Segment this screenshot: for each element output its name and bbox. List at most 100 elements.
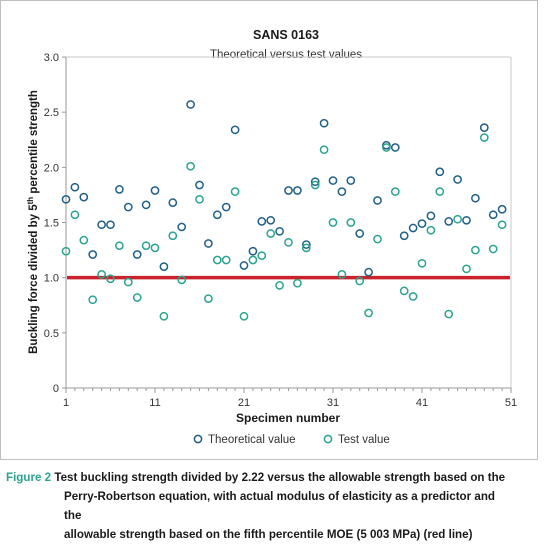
- theoretical-point: [471, 193, 480, 203]
- theoretical-point: [221, 202, 231, 212]
- theoretical-point: [310, 177, 320, 187]
- theoretical-point: [479, 123, 489, 132]
- y-tick-label: 0: [53, 383, 59, 395]
- theoretical-point: [248, 246, 258, 256]
- test-point: [275, 281, 284, 290]
- theoretical-point: [79, 192, 89, 202]
- theoretical-point: [275, 226, 284, 236]
- theoretical-point: [204, 239, 213, 248]
- theoretical-point: [106, 220, 115, 230]
- y-axis-label-main: Buckling force divided by 5: [28, 204, 40, 354]
- test-point: [195, 194, 204, 204]
- test-point: [186, 161, 195, 171]
- y-axis-label-superscript: th: [26, 197, 35, 205]
- theoretical-point: [141, 200, 151, 210]
- caption-line-2: Perry-Robertson equation, with actual mo…: [64, 490, 495, 522]
- test-point: [399, 286, 409, 296]
- test-point: [453, 214, 462, 224]
- theoretical-point: [168, 198, 178, 207]
- test-point: [239, 311, 249, 321]
- theoretical-point: [115, 185, 124, 194]
- theoretical-point: [346, 176, 356, 185]
- test-point: [70, 210, 80, 220]
- test-point: [123, 277, 133, 287]
- theoretical-point: [301, 240, 311, 249]
- test-point: [79, 235, 89, 245]
- theoretical-point: [177, 222, 187, 232]
- chart-title: SANS 0163: [253, 28, 319, 42]
- test-point: [417, 258, 427, 268]
- theoretical-point: [293, 186, 302, 195]
- theoretical-point: [337, 187, 347, 196]
- y-axis-label: Buckling force divided by 5th percentile…: [26, 90, 40, 354]
- y-axis-label-tail: percentile strength: [28, 90, 40, 197]
- test-point: [293, 278, 302, 288]
- test-point: [301, 243, 311, 253]
- test-point: [97, 270, 106, 279]
- test-point: [337, 270, 347, 279]
- theoretical-point: [123, 202, 133, 212]
- test-point: [141, 241, 151, 251]
- test-point: [364, 308, 373, 318]
- legend: Theoretical value Test value: [193, 434, 390, 446]
- theoretical-point: [426, 211, 436, 221]
- test-point: [132, 293, 142, 302]
- y-tick-label: 0.5: [44, 328, 59, 340]
- test-point: [221, 255, 231, 265]
- test-point: [435, 187, 445, 196]
- y-tick-label: 2.0: [44, 162, 59, 174]
- figure-caption: Figure 2 Test buckling strength divided …: [6, 468, 506, 544]
- test-point: [106, 274, 115, 284]
- x-tick-label: 1: [63, 397, 69, 409]
- test-point: [204, 294, 213, 303]
- theoretical-point: [390, 143, 400, 152]
- theoretical-point: [408, 223, 418, 233]
- test-point: [319, 145, 329, 155]
- test-point: [88, 295, 98, 305]
- y-axis-ticks: 0 0.5 1.0 1.5 2.0 2.5 3.0: [44, 52, 66, 395]
- theoretical-point: [497, 204, 507, 214]
- y-tick-label: 3.0: [44, 52, 59, 64]
- x-tick-label: 51: [505, 397, 517, 409]
- theoretical-point: [70, 182, 80, 192]
- x-axis-label: Specimen number: [236, 411, 340, 425]
- theoretical-point: [373, 196, 382, 205]
- test-point: [346, 218, 356, 227]
- test-point: [159, 311, 169, 321]
- test-point: [488, 244, 498, 254]
- theoretical-point: [435, 167, 445, 177]
- caption-line-1: Test buckling strength divided by 2.22 v…: [54, 471, 506, 484]
- theoretical-point: [239, 261, 249, 270]
- theoretical-point: [355, 229, 365, 238]
- legend-marker-theoretical: [193, 434, 203, 444]
- test-point: [444, 309, 454, 319]
- test-point: [408, 292, 418, 301]
- test-point: [248, 255, 258, 265]
- legend-label-test: Test value: [338, 434, 390, 446]
- y-tick-label: 1.5: [44, 218, 59, 230]
- test-point: [212, 255, 222, 265]
- theoretical-point: [186, 100, 195, 109]
- theoretical-point: [284, 186, 293, 195]
- theoretical-point: [159, 262, 169, 271]
- x-tick-label: 31: [327, 397, 339, 409]
- caption-line-3: allowable strength based on the fifth pe…: [64, 528, 473, 541]
- x-tick-label: 41: [416, 397, 428, 409]
- test-point: [390, 187, 400, 196]
- theoretical-point: [230, 125, 240, 135]
- test-point: [150, 243, 160, 253]
- theoretical-point: [150, 186, 160, 195]
- scatter-chart: SANS 0163 Theoretical versus test values…: [26, 28, 517, 446]
- theoretical-point: [88, 250, 98, 259]
- test-point: [328, 218, 338, 227]
- test-point: [462, 264, 471, 274]
- chart-subtitle: Theoretical versus test values: [210, 49, 362, 61]
- test-point: [355, 276, 365, 286]
- x-axis-ticks: 1 11 21 31 41 51: [63, 388, 517, 409]
- test-point: [426, 225, 436, 235]
- test-point: [497, 220, 507, 230]
- test-point: [310, 180, 320, 190]
- legend-marker-test: [323, 434, 333, 444]
- test-point: [382, 143, 391, 152]
- x-tick-label: 21: [238, 397, 250, 409]
